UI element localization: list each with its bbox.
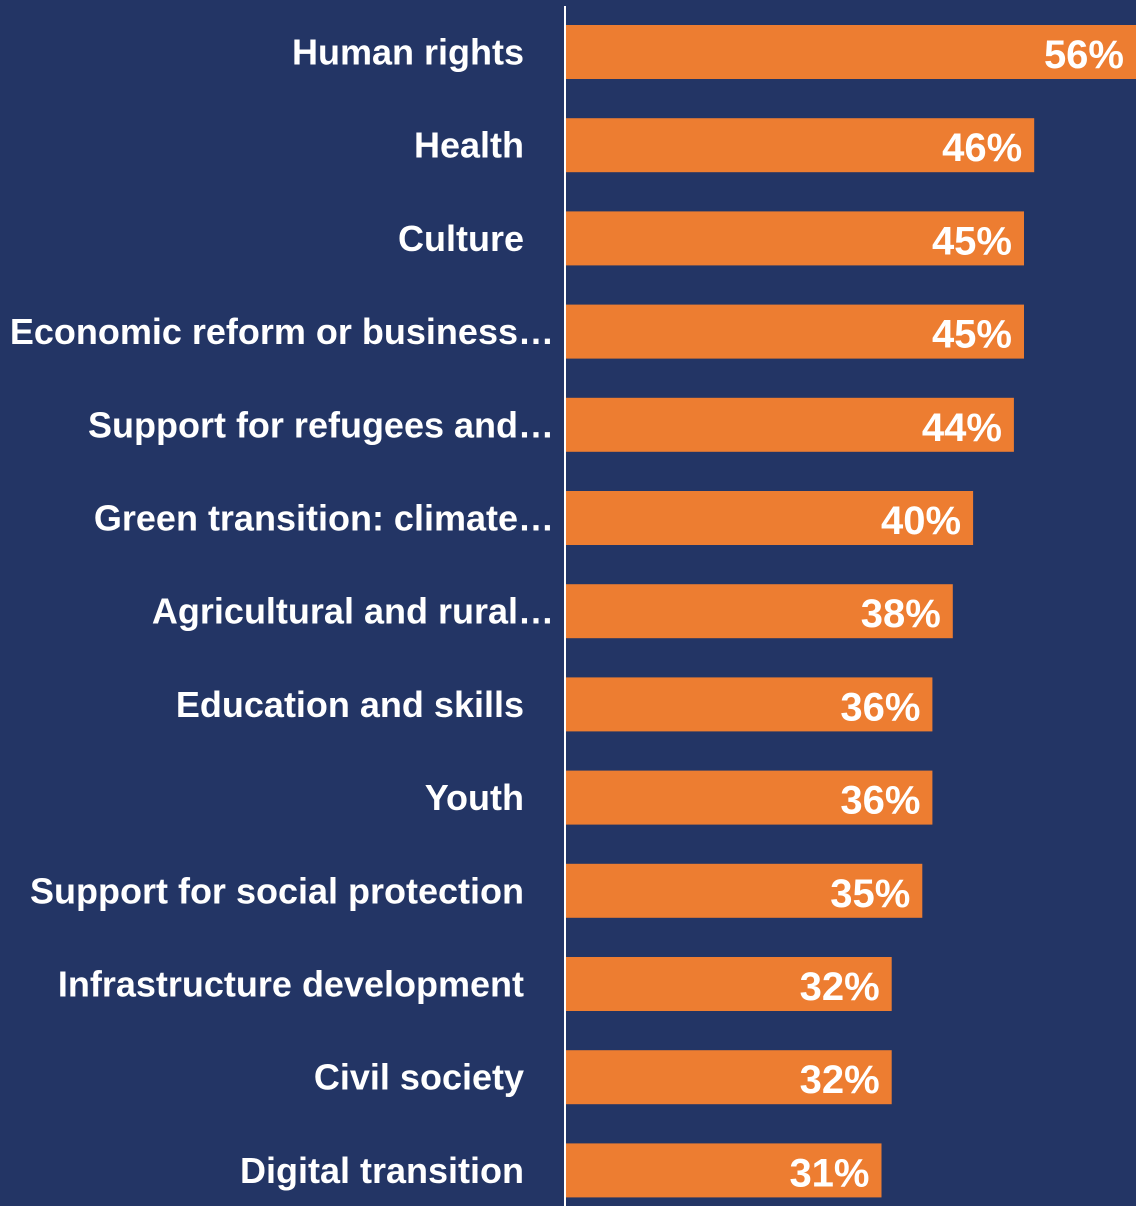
category-label: Civil society: [314, 1057, 524, 1098]
category-label: Education and skills: [176, 684, 524, 725]
bar: [566, 1050, 892, 1105]
value-label: 45%: [932, 219, 1012, 263]
bar: [566, 863, 923, 918]
value-label: 56%: [1044, 33, 1124, 77]
bar: [566, 491, 974, 545]
category-label: Digital transition: [240, 1150, 524, 1191]
bar: [566, 1143, 882, 1198]
category-label: Infrastructure development: [58, 964, 524, 1005]
bar: [566, 118, 1035, 173]
value-label: 45%: [932, 313, 1012, 357]
category-label: Support for refugees and…: [88, 404, 554, 445]
category-label: Youth: [425, 777, 524, 818]
value-label: 35%: [830, 872, 910, 916]
bar: [566, 957, 892, 1011]
value-label: 46%: [942, 126, 1022, 170]
category-label: Culture: [398, 218, 524, 259]
value-label: 31%: [789, 1151, 869, 1195]
category-label: Agricultural and rural…: [152, 591, 554, 632]
bar: [566, 770, 933, 825]
category-labels-group: Human rights Health Culture Economic reform…: [10, 32, 554, 1191]
value-label: 36%: [840, 685, 920, 729]
bar: [566, 397, 1014, 452]
bar: [566, 584, 953, 639]
value-label: 40%: [881, 499, 961, 543]
bars-group: [566, 25, 1136, 1198]
bar: [566, 211, 1024, 266]
bar: [566, 304, 1024, 359]
category-label: Economic reform or business…: [10, 311, 554, 352]
value-label: 38%: [861, 592, 941, 636]
bar: [566, 677, 933, 732]
category-label: Green transition: climate…: [94, 498, 554, 539]
bar: [566, 25, 1136, 79]
category-label: Health: [414, 125, 524, 166]
category-label: Support for social protection: [30, 870, 524, 911]
category-label: Human rights: [292, 32, 524, 73]
value-labels-group: 56% 46% 45% 45% 44% 40% 38% 36% 36% 35% 32% 32% 31%: [789, 33, 1124, 1195]
value-label: 32%: [800, 1058, 880, 1102]
value-label: 32%: [800, 965, 880, 1009]
value-label: 36%: [840, 779, 920, 823]
value-label: 44%: [922, 406, 1002, 450]
